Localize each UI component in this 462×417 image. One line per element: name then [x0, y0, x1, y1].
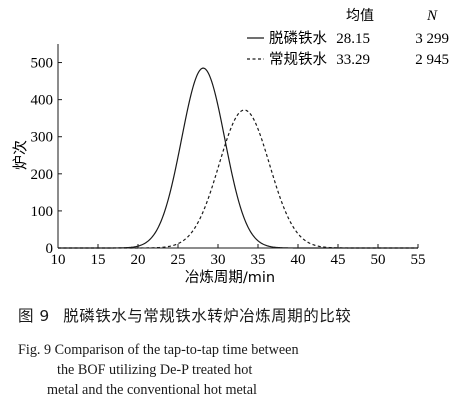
legend-mean-value-1: 28.15 [336, 31, 370, 47]
distribution-chart: 10 15 20 25 30 35 40 45 50 55 0 100 200 300 400 500 均值 N… [11, 8, 449, 286]
chart-axes [57, 44, 418, 249]
y-tick-label: 400 [31, 93, 54, 109]
x-tick-label: 55 [411, 252, 426, 268]
legend-header-n: N [426, 8, 438, 24]
chart-legend: 均值 N 脱磷铁水 28.15 3 299 常规铁水 33.29 2 945 [247, 8, 449, 68]
figure-title-cn: 脱磷铁水与常规铁水转炉冶炼周期的比较 [63, 307, 352, 325]
chart-ticks: 10 15 20 25 30 35 40 45 50 55 0 100 200 300 400 500 [31, 56, 426, 268]
x-tick-label: 15 [91, 252, 106, 268]
y-tick-label: 100 [31, 204, 54, 220]
x-tick-label: 20 [131, 252, 146, 268]
x-axis-label: 冶炼周期/min [185, 269, 275, 286]
y-tick-label: 200 [31, 167, 54, 183]
series-curve-1 [58, 67, 418, 249]
chart-curves [58, 67, 418, 249]
figure-caption-chinese: 图 9 脱磷铁水与常规铁水转炉冶炼周期的比较 [18, 304, 458, 326]
x-tick-label: 35 [251, 252, 266, 268]
legend-series-name-1: 脱磷铁水 [269, 30, 327, 47]
legend-mean-value-2: 33.29 [336, 52, 370, 68]
figure-number-cn: 图 9 [18, 307, 50, 325]
caption-en-line-3: metal and the conventional hot metal [47, 382, 257, 398]
figure-caption-english: Fig. 9 Comparison of the tap-to-tap time… [18, 340, 458, 400]
x-tick-label: 45 [331, 252, 346, 268]
x-tick-label: 40 [291, 252, 306, 268]
x-tick-label: 25 [171, 252, 186, 268]
x-tick-label: 30 [211, 252, 226, 268]
legend-series-name-2: 常规铁水 [269, 51, 327, 68]
legend-n-value-1: 3 299 [415, 31, 449, 47]
y-tick-label: 500 [31, 56, 54, 72]
x-tick-label: 10 [51, 252, 66, 268]
x-tick-label: 50 [371, 252, 386, 268]
caption-en-line-1: Fig. 9 Comparison of the tap-to-tap time… [18, 342, 299, 358]
caption-en-line-2: the BOF utilizing De-P treated hot [57, 362, 253, 378]
legend-header-mean: 均值 [346, 8, 374, 24]
series-curve-2 [58, 109, 418, 249]
y-tick-label: 300 [31, 130, 54, 146]
legend-n-value-2: 2 945 [415, 52, 449, 68]
y-tick-label: 0 [46, 241, 54, 257]
y-axis-label: 炉次 [11, 140, 29, 170]
